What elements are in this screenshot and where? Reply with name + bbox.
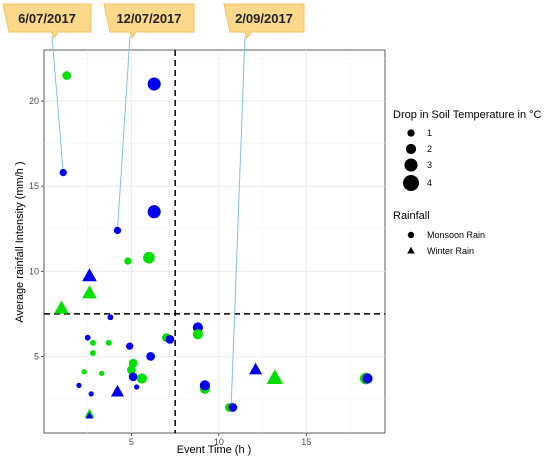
data-point-triangle <box>54 300 69 314</box>
y-tick-label: 10 <box>29 266 39 276</box>
callout-leader-lines <box>51 35 246 408</box>
callout-leader-line <box>230 35 246 408</box>
data-point-triangle <box>82 268 97 282</box>
shape-legend-key-triangle <box>407 246 415 254</box>
shape-legend-label: Winter Rain <box>427 246 474 256</box>
data-point-circle <box>88 391 94 397</box>
date-callout-box <box>2 3 92 40</box>
date-callout-label: 2/09/2017 <box>235 11 293 26</box>
x-tick-label: 10 <box>214 437 224 447</box>
data-point-circle <box>76 382 82 388</box>
y-tick-label: 20 <box>29 96 39 106</box>
data-points <box>54 71 373 419</box>
data-point-triangle <box>249 362 263 375</box>
size-legend-key <box>404 158 418 172</box>
data-point-circle <box>362 373 373 384</box>
size-legend-label: 3 <box>427 160 432 170</box>
data-point-circle <box>146 352 156 361</box>
data-point-circle <box>124 257 132 265</box>
shape-legend-label: Monsoon Rain <box>427 230 485 240</box>
data-point-circle <box>113 226 122 235</box>
y-axis-title: Average rainfall Intensity (mm/h ) <box>14 161 26 322</box>
data-point-circle <box>165 335 175 344</box>
size-legend-title: Drop in Soil Temperature in °C <box>393 109 542 121</box>
size-legend-label: 4 <box>427 178 432 188</box>
y-tick-label: 15 <box>29 181 39 191</box>
data-point-circle <box>128 372 138 382</box>
x-axis-title: Event Time (h ) <box>177 444 252 456</box>
data-point-triangle <box>82 285 97 299</box>
data-point-circle <box>143 251 155 264</box>
axis-ticks: 5 10 15 5 10 15 20 <box>29 96 311 447</box>
data-point-circle <box>127 365 136 375</box>
data-point-circle <box>228 403 238 412</box>
data-point-circle <box>134 384 140 390</box>
data-point-circle <box>192 329 203 340</box>
data-point-circle <box>147 205 161 219</box>
size-legend-key <box>403 175 419 191</box>
size-legend-key <box>407 129 415 137</box>
date-callout-box <box>103 3 195 40</box>
shape-legend-title: Rainfall <box>393 210 430 222</box>
data-point-circle <box>136 373 148 384</box>
callout-leader-line <box>51 35 64 173</box>
shape-legend-key-circle <box>407 231 415 239</box>
data-point-circle <box>62 71 72 80</box>
data-point-circle <box>105 339 112 346</box>
data-point-triangle <box>110 384 124 397</box>
data-point-circle <box>84 334 91 341</box>
data-point-circle <box>90 350 96 356</box>
x-tick-label: 5 <box>129 437 134 447</box>
data-point-circle <box>90 339 96 346</box>
data-point-circle <box>199 380 210 391</box>
data-point-triangle <box>85 411 94 419</box>
data-point-triangle <box>266 369 284 384</box>
size-legend-label: 1 <box>427 128 432 138</box>
x-tick-label: 15 <box>301 437 311 447</box>
plot-panel <box>43 49 386 434</box>
data-point-circle <box>147 77 161 91</box>
data-point-circle <box>59 168 67 177</box>
date-callout-label: 6/07/2017 <box>18 11 76 26</box>
data-point-circle <box>128 358 138 368</box>
data-point-circle <box>99 370 105 377</box>
callout-leader-line <box>116 35 131 231</box>
legend: Drop in Soil Temperature in °C 1 2 3 4 Rainfa… <box>393 109 542 256</box>
data-point-circle <box>81 369 87 375</box>
date-callouts: 6/07/2017 12/07/2017 2/09/2017 <box>2 3 305 40</box>
y-tick-label: 5 <box>34 351 39 361</box>
grid-lines <box>44 50 385 433</box>
size-legend-label: 2 <box>427 144 432 154</box>
size-legend-key <box>405 143 417 155</box>
date-callout-box <box>223 3 305 40</box>
data-point-circle <box>107 314 114 321</box>
data-point-circle <box>126 342 134 350</box>
date-callout-label: 12/07/2017 <box>116 11 181 26</box>
reference-lines <box>44 50 385 433</box>
